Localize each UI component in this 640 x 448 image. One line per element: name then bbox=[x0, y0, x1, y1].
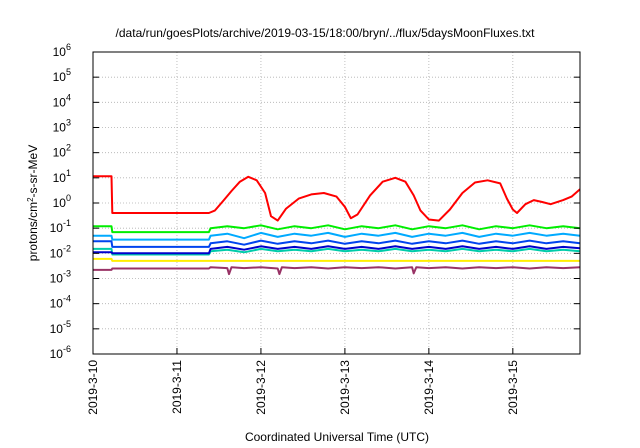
y-axis-ticks: 106 105 104 103 102 101 100 10-1 10-2 10-3 10-4 10-… bbox=[50, 42, 580, 361]
y-tick-label: 104 bbox=[53, 92, 71, 109]
y-axis-label: protons/cm2-s-sr-MeV bbox=[26, 145, 41, 261]
y-tick-label: 102 bbox=[53, 143, 71, 160]
series-line-8 bbox=[93, 266, 581, 276]
chart-title: /data/run/goesPlots/archive/2019-03-15/1… bbox=[116, 26, 536, 40]
y-tick-label: 105 bbox=[53, 67, 71, 84]
grid bbox=[92, 52, 580, 354]
series-line-5 bbox=[93, 247, 581, 256]
y-tick-label: 10-3 bbox=[50, 269, 71, 286]
y-tick-label: 103 bbox=[53, 118, 71, 135]
x-tick-label: 2019-3-13 bbox=[338, 360, 352, 415]
series-line-6 bbox=[93, 245, 581, 255]
y-axis-label-sup: 2 bbox=[26, 197, 35, 202]
y-axis-label-part-a: protons/cm bbox=[26, 202, 40, 261]
y-tick-label: 10-4 bbox=[50, 294, 71, 311]
x-axis-label: Coordinated Universal Time (UTC) bbox=[245, 430, 429, 444]
y-tick-label: 10-6 bbox=[50, 344, 71, 361]
x-tick-label: 2019-3-11 bbox=[170, 360, 184, 414]
y-tick-label: 10-1 bbox=[50, 218, 71, 235]
y-tick-label: 106 bbox=[53, 42, 71, 59]
y-tick-label: 10-5 bbox=[50, 319, 71, 336]
y-axis-label-part-b: -s-sr-MeV bbox=[26, 145, 40, 198]
x-axis-ticks: 2019-3-10 2019-3-11 2019-3-12 2019-3-13 2019… bbox=[86, 348, 520, 415]
series-line-2 bbox=[93, 224, 581, 234]
y-tick-label: 101 bbox=[53, 168, 71, 185]
series-layer bbox=[93, 175, 581, 276]
series-line-4 bbox=[93, 239, 581, 248]
y-tick-label: 100 bbox=[53, 193, 71, 210]
x-tick-label: 2019-3-14 bbox=[422, 360, 436, 415]
series-line-7 bbox=[93, 257, 580, 262]
series-line-1 bbox=[93, 175, 581, 222]
x-tick-label: 2019-3-10 bbox=[86, 360, 100, 415]
y-tick-label: 10-2 bbox=[50, 243, 71, 260]
series-line-3 bbox=[93, 231, 581, 241]
x-tick-label: 2019-3-15 bbox=[506, 360, 520, 415]
x-tick-label: 2019-3-12 bbox=[254, 360, 268, 415]
